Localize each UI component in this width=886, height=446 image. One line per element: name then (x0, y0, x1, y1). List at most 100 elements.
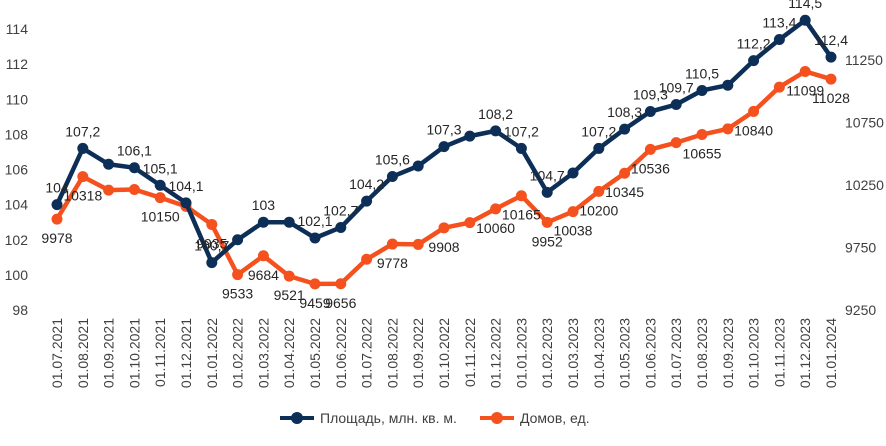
houses-data-label: 10200 (579, 202, 618, 218)
area-data-label: 107,3 (426, 122, 461, 138)
area-point (386, 171, 398, 183)
x-tick-label: 01.11.2022 (462, 318, 478, 387)
x-tick-label: 01.01.2024 (823, 318, 839, 388)
x-tick-label: 01.06.2023 (642, 318, 658, 388)
houses-data-label: 10038 (554, 223, 593, 239)
houses-point (154, 192, 166, 204)
houses-data-label: 9656 (325, 295, 356, 311)
houses-data-label: 10655 (683, 146, 722, 162)
area-point (335, 221, 347, 233)
houses-point (309, 278, 321, 290)
left-y-axis: 98 100 102 104 106 108 110 112 114 (5, 21, 29, 318)
y-left-tick-label: 104 (5, 197, 29, 213)
houses-data-label: 9952 (532, 233, 563, 249)
area-point (464, 130, 476, 142)
y-left-tick-label: 100 (5, 267, 29, 283)
x-tick-label: 01.07.2021 (49, 318, 65, 388)
y-right-tick-label: 9750 (845, 240, 876, 256)
x-tick-label: 01.02.2022 (230, 318, 246, 388)
houses-point (51, 213, 63, 225)
x-tick-label: 01.09.2022 (410, 318, 426, 388)
y-left-tick-label: 112 (6, 56, 29, 72)
area-data-label: 112,4 (814, 32, 848, 48)
x-tick-label: 01.09.2021 (101, 318, 117, 388)
area-data-label: 108,2 (478, 106, 513, 122)
houses-point (567, 206, 579, 218)
houses-data-label: 10150 (141, 209, 180, 225)
area-data-label: 104,2 (349, 176, 384, 192)
area-data-label: 105,1 (143, 160, 178, 176)
houses-point (593, 185, 605, 197)
x-tick-label: 01.05.2022 (307, 318, 323, 388)
houses-point (438, 222, 450, 234)
x-tick-label: 01.12.2022 (488, 318, 504, 388)
area-point (412, 160, 424, 172)
x-tick-label: 01.08.2023 (694, 318, 710, 388)
x-tick-label: 01.12.2021 (178, 318, 194, 388)
x-tick-label: 01.07.2023 (668, 318, 684, 388)
area-data-label: 104,7 (530, 167, 565, 183)
x-tick-label: 01.11.2023 (771, 318, 787, 387)
x-tick-label: 01.12.2023 (797, 318, 813, 388)
x-tick-label: 01.03.2022 (255, 318, 271, 388)
x-tick-label: 01.09.2023 (720, 318, 736, 388)
area-point (670, 99, 682, 111)
houses-point (412, 238, 424, 250)
area-data-label: 107,2 (504, 123, 539, 139)
x-tick-label: 01.06.2022 (333, 318, 349, 388)
x-tick-label: 01.08.2021 (75, 318, 91, 388)
x-tick-label: 01.10.2021 (126, 318, 142, 388)
x-tick-label: 01.10.2023 (746, 318, 762, 388)
area-data-label: 109,3 (633, 87, 668, 103)
x-tick-label: 01.05.2023 (617, 318, 633, 388)
houses-data-label: 10165 (502, 207, 541, 223)
houses-point (825, 73, 837, 85)
x-tick-label: 01.04.2023 (591, 318, 607, 388)
area-data-label: 103 (252, 197, 276, 213)
houses-data-label: 10536 (631, 160, 670, 176)
houses-point (696, 129, 708, 141)
area-point (593, 142, 605, 154)
y-left-tick-label: 110 (6, 91, 29, 107)
houses-data-label: 9684 (248, 267, 279, 283)
houses-point (232, 269, 244, 281)
houses-data-label: 10318 (63, 188, 102, 204)
area-point (51, 199, 63, 211)
legend: Площадь, млн. кв. м. Домов, ед. (280, 410, 590, 426)
x-tick-label: 01.10.2022 (436, 318, 452, 388)
x-tick-label: 01.07.2022 (359, 318, 375, 388)
houses-point (799, 65, 811, 77)
area-point (619, 123, 631, 135)
houses-data-label: 10840 (734, 122, 773, 138)
houses-data-label: 11099 (786, 82, 824, 98)
area-data-label: 112,2 (737, 36, 771, 52)
area-data-label: 110,5 (685, 65, 719, 81)
houses-data-label: 9935 (196, 235, 227, 251)
houses-data-label: 11028 (812, 90, 850, 106)
legend-item-houses: Домов, ед. (480, 410, 590, 426)
x-tick-label: 01.02.2023 (539, 318, 555, 388)
area-data-label: 100,7 (194, 238, 229, 254)
houses-point (644, 143, 656, 155)
y-left-tick-label: 114 (6, 21, 29, 37)
area-point (232, 234, 244, 246)
legend-item-area: Площадь, млн. кв. м. (280, 410, 457, 426)
y-left-tick-label: 98 (12, 302, 28, 318)
y-right-tick-label: 10750 (845, 115, 884, 131)
right-y-axis: 9250 9750 10250 10750 11250 (845, 52, 884, 318)
area-point (541, 186, 553, 198)
area-point (799, 14, 811, 26)
area-point (309, 232, 321, 244)
area-data-label: 109,7 (659, 80, 694, 96)
houses-data-label: 9521 (274, 287, 305, 303)
x-tick-label: 01.08.2022 (384, 318, 400, 388)
houses-point (361, 253, 373, 265)
houses-point (773, 81, 785, 93)
houses-point (490, 203, 502, 215)
area-point (644, 106, 656, 118)
houses-data-label: 9459 (299, 295, 330, 311)
houses-point (670, 137, 682, 149)
